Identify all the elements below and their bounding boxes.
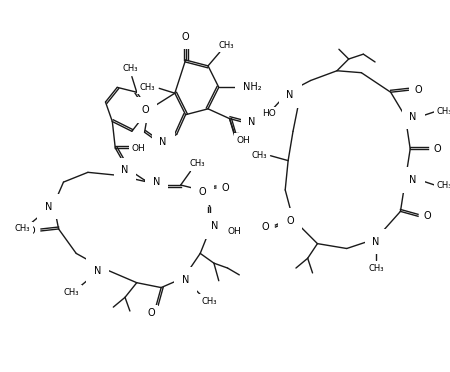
Text: N: N xyxy=(372,237,380,247)
Text: N: N xyxy=(410,112,417,122)
Text: CH₃: CH₃ xyxy=(15,224,30,234)
Text: O: O xyxy=(286,216,294,226)
Text: N: N xyxy=(248,116,256,126)
Text: CH₃: CH₃ xyxy=(368,263,384,273)
Text: N: N xyxy=(122,166,129,175)
Text: CH₃: CH₃ xyxy=(122,64,138,73)
Text: O: O xyxy=(424,211,432,221)
Text: O: O xyxy=(414,85,422,95)
Text: O: O xyxy=(198,187,206,197)
Text: O: O xyxy=(222,183,230,193)
Text: N: N xyxy=(153,177,160,187)
Text: N: N xyxy=(94,266,101,276)
Text: OH: OH xyxy=(132,144,145,153)
Text: HO: HO xyxy=(262,109,275,118)
Text: CH₃: CH₃ xyxy=(189,159,205,168)
Text: CH₃: CH₃ xyxy=(436,180,450,189)
Text: N: N xyxy=(286,90,294,100)
Text: N: N xyxy=(182,275,189,285)
Text: CH₃: CH₃ xyxy=(219,41,234,50)
Text: NH₂: NH₂ xyxy=(243,82,261,92)
Text: O: O xyxy=(434,144,441,154)
Text: CH₃: CH₃ xyxy=(140,83,155,92)
Text: OH: OH xyxy=(236,136,250,145)
Text: O: O xyxy=(27,226,35,236)
Text: OH: OH xyxy=(228,227,241,236)
Text: O: O xyxy=(148,308,155,318)
Text: CH₃: CH₃ xyxy=(201,297,217,306)
Text: N: N xyxy=(45,202,53,212)
Text: O: O xyxy=(182,32,189,42)
Text: CH₃: CH₃ xyxy=(251,151,266,160)
Text: N: N xyxy=(410,175,417,185)
Text: CH₃: CH₃ xyxy=(63,288,79,297)
Text: O: O xyxy=(142,105,149,115)
Text: O: O xyxy=(262,222,270,232)
Text: N: N xyxy=(159,137,167,147)
Text: N: N xyxy=(211,221,219,231)
Text: CH₃: CH₃ xyxy=(436,107,450,116)
